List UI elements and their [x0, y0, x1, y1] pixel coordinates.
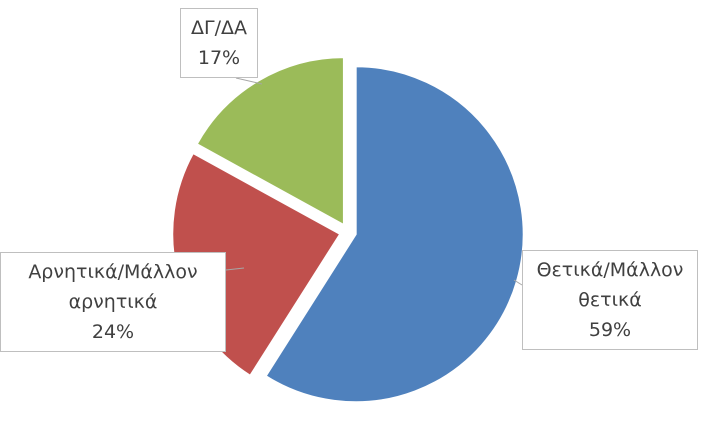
label-text: 17% — [197, 47, 241, 69]
pie-slice — [195, 56, 345, 227]
leader-lines — [225, 77, 523, 286]
data-label: ΔΓ/ΔΑ 17% — [180, 8, 258, 78]
label-text: 24% — [91, 321, 135, 343]
label-text: ΔΓ/ΔΑ — [191, 17, 247, 39]
data-label: Θετικά/Μάλλον θετικά 59% — [522, 250, 698, 350]
leader-line — [513, 279, 523, 286]
leader-line — [235, 77, 263, 85]
pie-slice — [264, 65, 525, 404]
label-text: Αρνητικά/Μάλλον αρνητικά — [28, 261, 198, 313]
data-label: Αρνητικά/Μάλλον αρνητικά 24% — [0, 252, 226, 352]
leader-line — [225, 267, 245, 271]
label-text: 59% — [588, 319, 632, 341]
label-text: Θετικά/Μάλλον θετικά — [536, 259, 684, 311]
